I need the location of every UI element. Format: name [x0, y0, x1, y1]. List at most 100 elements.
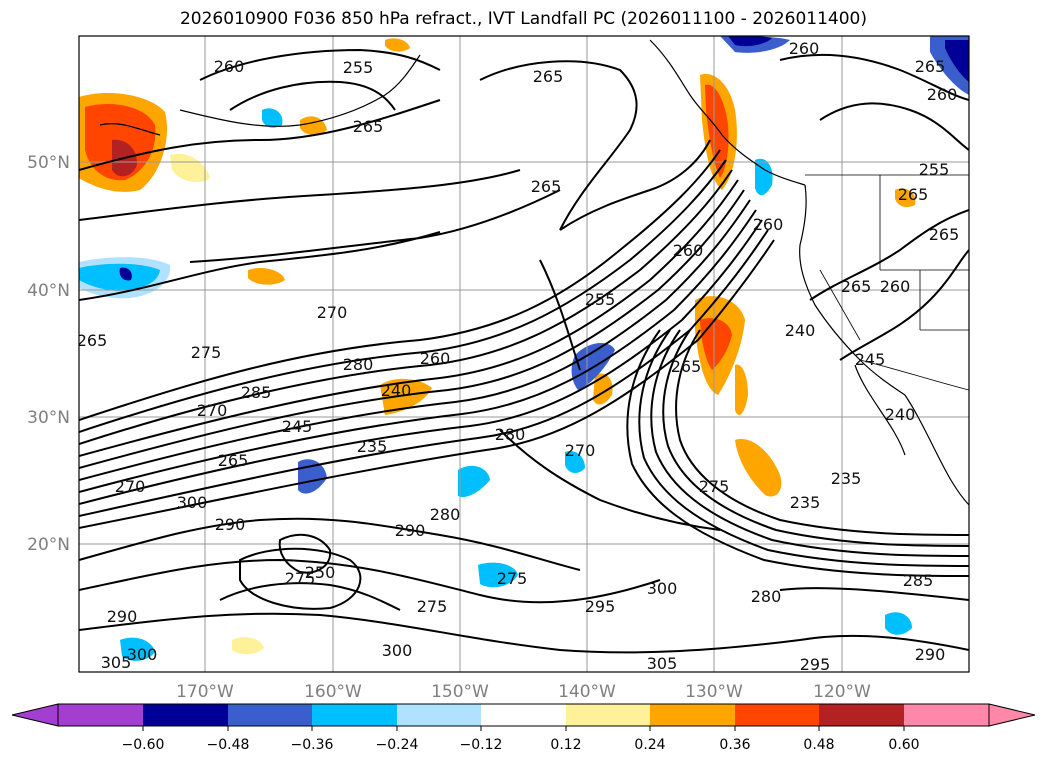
contour-label: 235 — [831, 469, 862, 488]
colorbar-over-extend — [988, 703, 1036, 727]
contour-label: 240 — [785, 321, 816, 340]
contour-label: 285 — [903, 571, 934, 590]
contour-label: 265 — [898, 185, 929, 204]
contour-label: 290 — [107, 607, 138, 626]
contour-label: 275 — [191, 343, 222, 362]
contour-label: 265 — [218, 451, 249, 470]
lon-label-160w: 160°W — [304, 682, 362, 702]
colorbar-tick-label: −0.24 — [376, 737, 419, 753]
colorbar-tick-label: 0.48 — [803, 737, 834, 753]
contour-label: 275 — [497, 569, 528, 588]
filled-anomalies — [79, 36, 969, 661]
contour-label: 245 — [282, 417, 313, 436]
contour-label: 265 — [929, 225, 960, 244]
anomaly-negative-12 — [945, 40, 969, 82]
anomaly-negative-5 — [458, 465, 490, 498]
colorbar-tick-label: −0.12 — [460, 737, 503, 753]
contour-label: 285 — [241, 383, 272, 402]
anomaly-negative-2 — [79, 263, 160, 291]
colorbar: −0.60 −0.48 −0.36 −0.24 −0.12 0.12 0.24 … — [11, 703, 1036, 753]
borders — [805, 174, 969, 391]
contour-label: 265 — [531, 177, 562, 196]
anomaly-positive-10 — [735, 439, 782, 497]
anomaly-positive-15 — [385, 38, 410, 52]
contour-label: 235 — [357, 437, 388, 456]
contour-label: 300 — [177, 493, 208, 512]
contour-label: 280 — [343, 355, 374, 374]
colorbar-tick-label: −0.48 — [207, 737, 250, 753]
colorbar-tick-label: −0.36 — [291, 737, 334, 753]
anomaly-negative-7 — [478, 562, 518, 588]
anomaly-negative-8 — [565, 450, 585, 474]
colorbar-segment — [566, 704, 650, 726]
colorbar-segment — [904, 704, 989, 726]
contour-label: 260 — [880, 277, 911, 296]
anomaly-positive-4 — [170, 153, 210, 183]
anomaly-positive-12 — [380, 378, 432, 415]
contour-label: 245 — [855, 350, 886, 369]
colorbar-segment — [228, 704, 312, 726]
contour-label: 250 — [305, 563, 336, 582]
contour-label: 240 — [381, 381, 412, 400]
map-frame — [78, 35, 970, 673]
contour-lines — [79, 48, 969, 654]
colorbar-segment — [819, 704, 904, 726]
colorbar-under-extend — [11, 703, 59, 727]
contour-label: 270 — [565, 441, 596, 460]
lon-label-140w: 140°W — [558, 682, 616, 702]
contour-label: 300 — [127, 645, 158, 664]
colorbar-tick-label: 0.36 — [719, 737, 750, 753]
anomaly-negative-15 — [262, 108, 283, 128]
anomaly-negative-10 — [728, 36, 772, 47]
longitude-labels: 170°W 160°W 150°W 140°W 130°W 120°W — [176, 682, 871, 702]
anomaly-negative-14 — [755, 158, 773, 196]
contour-label: 255 — [585, 290, 616, 309]
lat-label-30n: 30°N — [27, 408, 70, 428]
contour-label: 295 — [800, 655, 831, 674]
colorbar-tick-label: 0.12 — [550, 737, 581, 753]
contour-label: 270 — [115, 477, 146, 496]
contour-label: 275 — [417, 597, 448, 616]
anomaly-positive-16 — [895, 188, 916, 208]
contour-label: 265 — [77, 331, 108, 350]
contour-label: 270 — [197, 401, 228, 420]
contour-label: 275 — [699, 477, 730, 496]
contour-label: 280 — [751, 587, 782, 606]
contour-labels: 260 255 265 265 265 260 265 260 255 265 … — [77, 39, 960, 674]
anomaly-negative-16 — [120, 637, 155, 661]
anomaly-positive-13 — [593, 373, 613, 405]
contour-label: 290 — [395, 521, 426, 540]
colorbar-segment — [312, 704, 397, 726]
contour-label: 295 — [585, 597, 616, 616]
lon-label-170w: 170°W — [176, 682, 234, 702]
colorbar-segment — [735, 704, 819, 726]
contour-label: 270 — [317, 303, 348, 322]
lon-label-150w: 150°W — [431, 682, 489, 702]
latitude-labels: 50°N 40°N 30°N 20°N — [27, 153, 70, 555]
contour-label: 290 — [215, 515, 246, 534]
anomaly-positive-5 — [248, 268, 285, 285]
contour-label: 265 — [533, 67, 564, 86]
anomaly-positive-17 — [232, 637, 264, 655]
anomaly-negative-13 — [885, 612, 912, 635]
contour-label: 280 — [495, 425, 526, 444]
lat-label-50n: 50°N — [27, 153, 70, 173]
colorbar-segment — [143, 704, 228, 726]
contour-label: 300 — [647, 579, 678, 598]
contour-label: 290 — [915, 645, 946, 664]
contour-label: 280 — [430, 505, 461, 524]
anomaly-positive-7 — [705, 84, 729, 178]
contour-label: 260 — [214, 57, 245, 76]
colorbar-tick-label: 0.60 — [888, 737, 919, 753]
contour-label: 305 — [647, 654, 678, 673]
contour-label: 265 — [671, 357, 702, 376]
contour-label: 260 — [753, 215, 784, 234]
lat-label-20n: 20°N — [27, 535, 70, 555]
colorbar-tick-label: −0.60 — [122, 737, 165, 753]
anomaly-positive-9 — [700, 318, 732, 370]
contour-label: 255 — [343, 58, 374, 77]
lon-label-120w: 120°W — [813, 682, 871, 702]
contour-label: 260 — [927, 85, 958, 104]
contour-label: 260 — [420, 349, 451, 368]
